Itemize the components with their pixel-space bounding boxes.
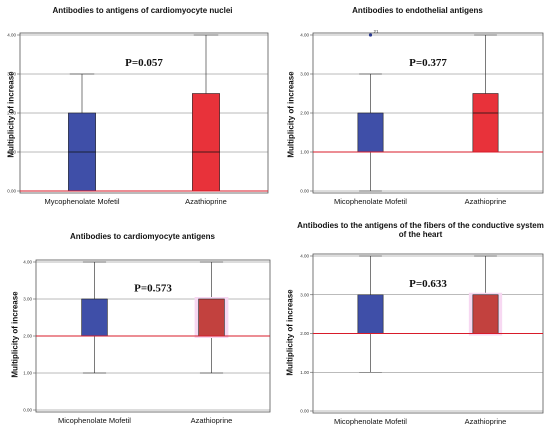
box — [81, 298, 108, 337]
x-tick-label: Micophenolate Mofetil — [58, 416, 131, 425]
y-tick-label: 4.00 — [23, 260, 32, 265]
chart-panel-4: Antibodies to the antigens of the fibers… — [275, 215, 550, 431]
chart-svg: 0.00 1.00 2.00 3.00 4.00 Mycophenolate Mofeti… — [7, 33, 269, 206]
box — [192, 93, 220, 192]
p-value-label: P=0.633 — [409, 278, 447, 290]
y-tick-label: 2.00 — [300, 331, 309, 336]
x-tick-label: Azathioprine — [465, 417, 507, 426]
chart-panel-2: Antibodies to endothelial antigens Multi… — [275, 0, 550, 212]
box — [472, 93, 499, 153]
chart-title: Antibodies to antigens of cardiomyocyte … — [52, 6, 233, 15]
chart-panel-3: Antibodies to cardiomyocyte antigens Mul… — [0, 215, 275, 431]
y-tick-label: 2.00 — [7, 111, 16, 116]
box — [198, 298, 225, 337]
x-tick-label: Micophenolate Mofetil — [334, 197, 407, 206]
y-tick-label: 1.00 — [300, 150, 309, 155]
y-tick-label: 3.00 — [300, 292, 309, 297]
y-tick-label: 0.00 — [23, 408, 32, 413]
x-tick-label: Azathioprine — [465, 197, 507, 206]
y-tick-label: 2.00 — [300, 111, 309, 116]
y-tick-label: 2.00 — [23, 334, 32, 339]
y-tick-label: 0.00 — [7, 189, 16, 194]
y-tick-label: 1.00 — [23, 371, 32, 376]
box — [472, 294, 499, 334]
box — [357, 294, 384, 334]
y-tick-label: 3.00 — [23, 297, 32, 302]
y-tick-label: 4.00 — [300, 33, 309, 38]
outlier-point — [368, 33, 373, 37]
y-tick-label: 0.00 — [300, 189, 309, 194]
chart-svg: 0.00 1.00 2.00 3.00 4.00 Micophenolate Mofeti… — [300, 254, 544, 426]
chart-panel-1: Antibodies to antigens of cardiomyocyte … — [0, 0, 275, 212]
y-tick-label: 1.00 — [7, 150, 16, 155]
p-value-label: P=0.377 — [409, 57, 447, 69]
x-tick-label: Azathioprine — [191, 416, 233, 425]
y-tick-label: 4.00 — [300, 254, 309, 259]
box — [357, 112, 384, 153]
y-tick-label: 4.00 — [7, 33, 16, 38]
chart-title: Antibodies to endothelial antigens — [352, 6, 483, 15]
chart-svg: 0.00 1.00 2.00 3.00 4.00 Micophenolate Mofeti… — [23, 260, 271, 425]
chart-svg: 0.00 1.00 2.00 3.00 4.00 21 Micophenolate Mofe… — [300, 29, 544, 206]
p-value-label: P=0.573 — [134, 283, 172, 295]
chart-title: Antibodies to cardiomyocyte antigens — [70, 232, 215, 241]
y-tick-label: 1.00 — [300, 370, 309, 375]
p-value-label: P=0.057 — [125, 57, 163, 69]
x-tick-label: Azathioprine — [185, 197, 227, 206]
y-tick-label: 0.00 — [300, 409, 309, 414]
y-tick-label: 3.00 — [300, 72, 309, 77]
outlier-label: 21 — [374, 29, 380, 34]
y-tick-label: 3.00 — [7, 72, 16, 77]
x-tick-label: Mycophenolate Mofetil — [44, 197, 119, 206]
chart-title: Antibodies to the antigens of the fibers… — [297, 221, 544, 239]
x-tick-label: Micophenolate Mofetil — [334, 417, 407, 426]
